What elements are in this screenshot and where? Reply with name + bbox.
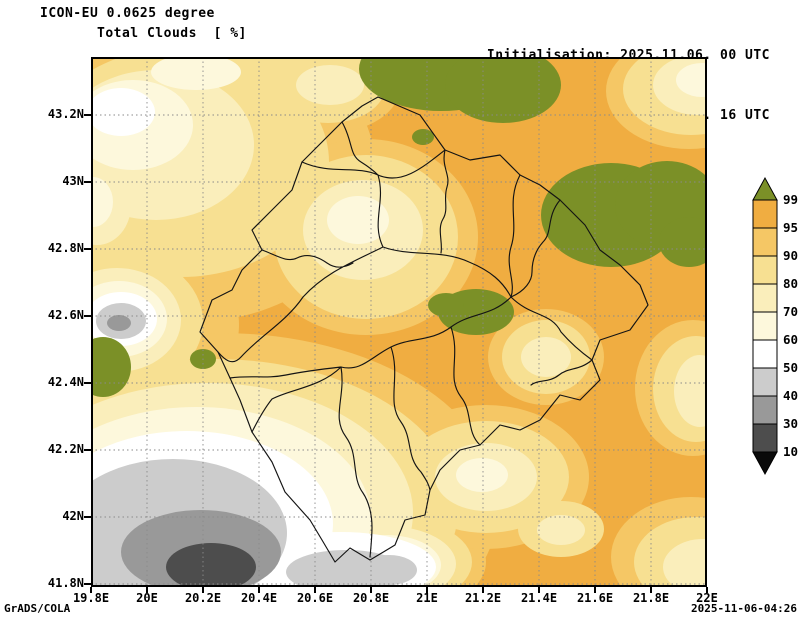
x-tick-mark xyxy=(538,587,540,593)
internal-boundaries xyxy=(217,121,593,558)
legend-segment xyxy=(752,283,778,313)
y-tick-mark xyxy=(84,516,91,518)
colorbar: 99.5 95 90 80 70 60 50 40 30 10 xyxy=(752,176,800,476)
y-tick-label: 43.2N xyxy=(47,107,84,121)
y-tick-label: 42.6N xyxy=(47,308,84,322)
x-tick-mark xyxy=(258,587,260,593)
y-tick-mark xyxy=(84,583,91,585)
y-tick-mark xyxy=(84,449,91,451)
legend-segment xyxy=(752,395,778,425)
legend-label: 90 xyxy=(783,248,798,263)
y-tick-mark xyxy=(84,382,91,384)
x-tick-label: 20.8E xyxy=(352,591,390,605)
x-tick-label: 20.4E xyxy=(240,591,278,605)
cloud-shade-10-30-regions xyxy=(166,543,256,587)
x-tick-mark xyxy=(202,587,204,593)
legend-label: 80 xyxy=(783,276,798,291)
legend-label: 99.5 xyxy=(783,192,800,207)
model-title: ICON-EU 0.0625 degree xyxy=(40,6,215,21)
y-tick-label: 42.8N xyxy=(47,241,84,255)
x-tick-label: 22E xyxy=(696,591,718,605)
legend-segment xyxy=(752,423,778,453)
district-boundaries xyxy=(199,96,649,563)
map-frame xyxy=(91,57,707,587)
x-tick-label: 21.2E xyxy=(464,591,502,605)
legend-segment xyxy=(752,227,778,257)
x-tick-label: 21.4E xyxy=(520,591,558,605)
legend-arrow-bottom xyxy=(752,451,778,476)
y-tick-mark xyxy=(84,248,91,250)
x-tick-label: 20.6E xyxy=(296,591,334,605)
x-tick-mark xyxy=(370,587,372,593)
x-tick-label: 21E xyxy=(416,591,438,605)
x-tick-mark xyxy=(482,587,484,593)
x-tick-mark xyxy=(594,587,596,593)
gridlines xyxy=(91,57,707,587)
legend-segment xyxy=(752,199,778,229)
y-tick-label: 42.4N xyxy=(47,375,84,389)
x-tick-label: 20E xyxy=(136,591,158,605)
overcast-99-regions xyxy=(91,57,707,397)
creation-timestamp: 2025-11-06-04:26 xyxy=(691,602,797,615)
cloud-cover-map xyxy=(91,57,707,587)
legend-label: 10 xyxy=(783,444,798,459)
legend-label: 70 xyxy=(783,304,798,319)
y-tick-label: 42.2N xyxy=(47,442,84,456)
x-tick-mark xyxy=(426,587,428,593)
x-tick-label: 19.8E xyxy=(72,591,110,605)
legend-label: 30 xyxy=(783,416,798,431)
legend-arrow-top xyxy=(752,176,778,201)
y-tick-mark xyxy=(84,315,91,317)
y-tick-label: 41.8N xyxy=(47,576,84,590)
legend-segment xyxy=(752,311,778,341)
legend-label: 95 xyxy=(783,220,798,235)
x-tick-mark xyxy=(314,587,316,593)
legend-segment xyxy=(752,255,778,285)
y-tick-label: 42N xyxy=(62,509,84,523)
x-tick-mark xyxy=(650,587,652,593)
legend-label: 40 xyxy=(783,388,798,403)
y-tick-mark xyxy=(84,114,91,116)
variable-title: Total Clouds [ %] xyxy=(97,26,247,41)
x-tick-label: 20.2E xyxy=(184,591,222,605)
legend-label: 60 xyxy=(783,332,798,347)
legend-segment xyxy=(752,339,778,369)
country-outline xyxy=(199,96,649,563)
x-tick-label: 21.8E xyxy=(632,591,670,605)
legend-segment xyxy=(752,367,778,397)
x-tick-label: 21.6E xyxy=(576,591,614,605)
x-tick-mark xyxy=(706,587,708,593)
x-tick-mark xyxy=(90,587,92,593)
y-tick-mark xyxy=(84,181,91,183)
y-tick-label: 43N xyxy=(62,174,84,188)
legend-label: 50 xyxy=(783,360,798,375)
grads-credit: GrADS/COLA xyxy=(4,602,71,615)
x-tick-mark xyxy=(146,587,148,593)
